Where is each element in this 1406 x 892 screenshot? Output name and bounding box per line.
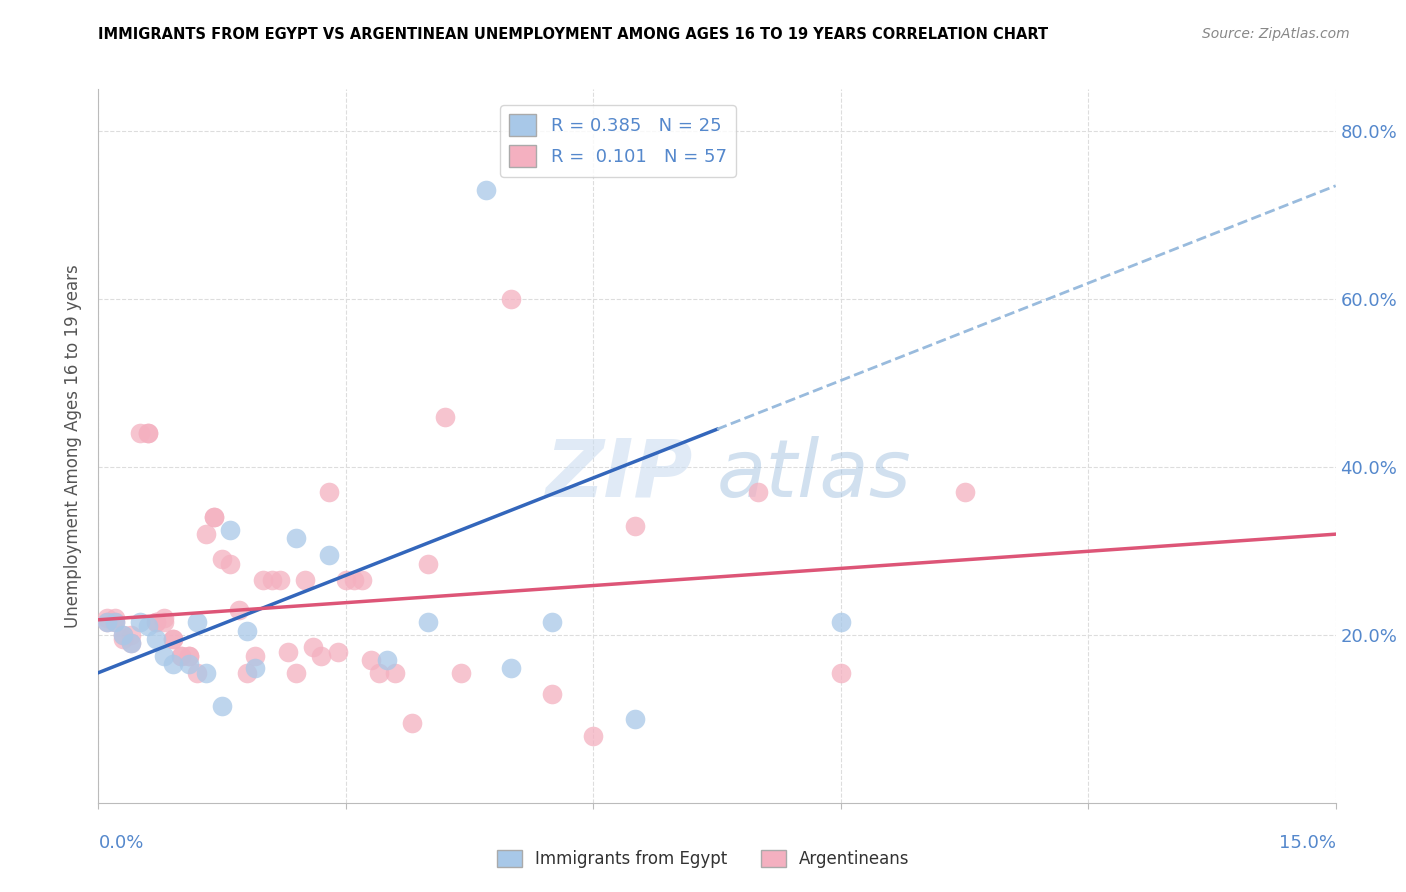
Point: [219, 557, 242, 571]
Point: [228, 603, 250, 617]
Point: [384, 665, 406, 680]
Point: [145, 615, 167, 630]
Point: [475, 183, 498, 197]
Legend: Immigrants from Egypt, Argentineans: Immigrants from Egypt, Argentineans: [489, 843, 917, 875]
Point: [211, 552, 233, 566]
Point: [179, 657, 201, 672]
Point: [541, 687, 564, 701]
Point: [170, 648, 193, 663]
Point: [186, 665, 208, 680]
Point: [104, 615, 127, 630]
Point: [582, 729, 605, 743]
Point: [352, 574, 374, 588]
Point: [96, 615, 118, 630]
Text: ZIP: ZIP: [546, 435, 692, 514]
Point: [375, 653, 398, 667]
Point: [269, 574, 291, 588]
Point: [243, 648, 266, 663]
Point: [302, 640, 325, 655]
Text: atlas: atlas: [717, 435, 912, 514]
Point: [202, 510, 225, 524]
Point: [623, 712, 645, 726]
Point: [418, 615, 440, 630]
Point: [367, 665, 389, 680]
Point: [202, 510, 225, 524]
Point: [128, 615, 150, 630]
Point: [326, 645, 349, 659]
Point: [285, 532, 308, 546]
Point: [112, 628, 135, 642]
Point: [830, 665, 852, 680]
Point: [260, 574, 283, 588]
Point: [194, 665, 217, 680]
Point: [128, 426, 150, 441]
Point: [162, 632, 184, 646]
Point: [747, 485, 769, 500]
Point: [120, 628, 142, 642]
Y-axis label: Unemployment Among Ages 16 to 19 years: Unemployment Among Ages 16 to 19 years: [65, 264, 83, 628]
Point: [318, 548, 340, 562]
Point: [104, 611, 127, 625]
Point: [285, 665, 308, 680]
Point: [360, 653, 382, 667]
Point: [153, 615, 176, 630]
Point: [277, 645, 299, 659]
Text: Source: ZipAtlas.com: Source: ZipAtlas.com: [1202, 27, 1350, 41]
Point: [433, 409, 456, 424]
Point: [162, 632, 184, 646]
Point: [418, 557, 440, 571]
Point: [953, 485, 976, 500]
Point: [623, 518, 645, 533]
Point: [136, 619, 159, 633]
Point: [335, 574, 357, 588]
Point: [243, 661, 266, 675]
Legend: R = 0.385   N = 25, R =  0.101   N = 57: R = 0.385 N = 25, R = 0.101 N = 57: [501, 105, 735, 177]
Point: [194, 527, 217, 541]
Point: [499, 292, 522, 306]
Point: [541, 615, 564, 630]
Point: [186, 615, 208, 630]
Point: [219, 523, 242, 537]
Point: [145, 632, 167, 646]
Point: [236, 665, 259, 680]
Point: [830, 615, 852, 630]
Point: [170, 648, 193, 663]
Point: [153, 648, 176, 663]
Text: 15.0%: 15.0%: [1278, 834, 1336, 852]
Point: [112, 628, 135, 642]
Point: [120, 636, 142, 650]
Point: [136, 426, 159, 441]
Point: [294, 574, 316, 588]
Point: [179, 648, 201, 663]
Point: [450, 665, 472, 680]
Point: [401, 716, 423, 731]
Point: [236, 624, 259, 638]
Point: [211, 699, 233, 714]
Point: [318, 485, 340, 500]
Text: 0.0%: 0.0%: [98, 834, 143, 852]
Point: [153, 611, 176, 625]
Point: [309, 648, 332, 663]
Point: [120, 636, 142, 650]
Point: [343, 574, 366, 588]
Point: [136, 426, 159, 441]
Point: [96, 611, 118, 625]
Point: [112, 632, 135, 646]
Point: [104, 615, 127, 630]
Point: [162, 657, 184, 672]
Point: [96, 615, 118, 630]
Text: IMMIGRANTS FROM EGYPT VS ARGENTINEAN UNEMPLOYMENT AMONG AGES 16 TO 19 YEARS CORR: IMMIGRANTS FROM EGYPT VS ARGENTINEAN UNE…: [98, 27, 1049, 42]
Point: [252, 574, 274, 588]
Point: [499, 661, 522, 675]
Point: [179, 648, 201, 663]
Point: [145, 615, 167, 630]
